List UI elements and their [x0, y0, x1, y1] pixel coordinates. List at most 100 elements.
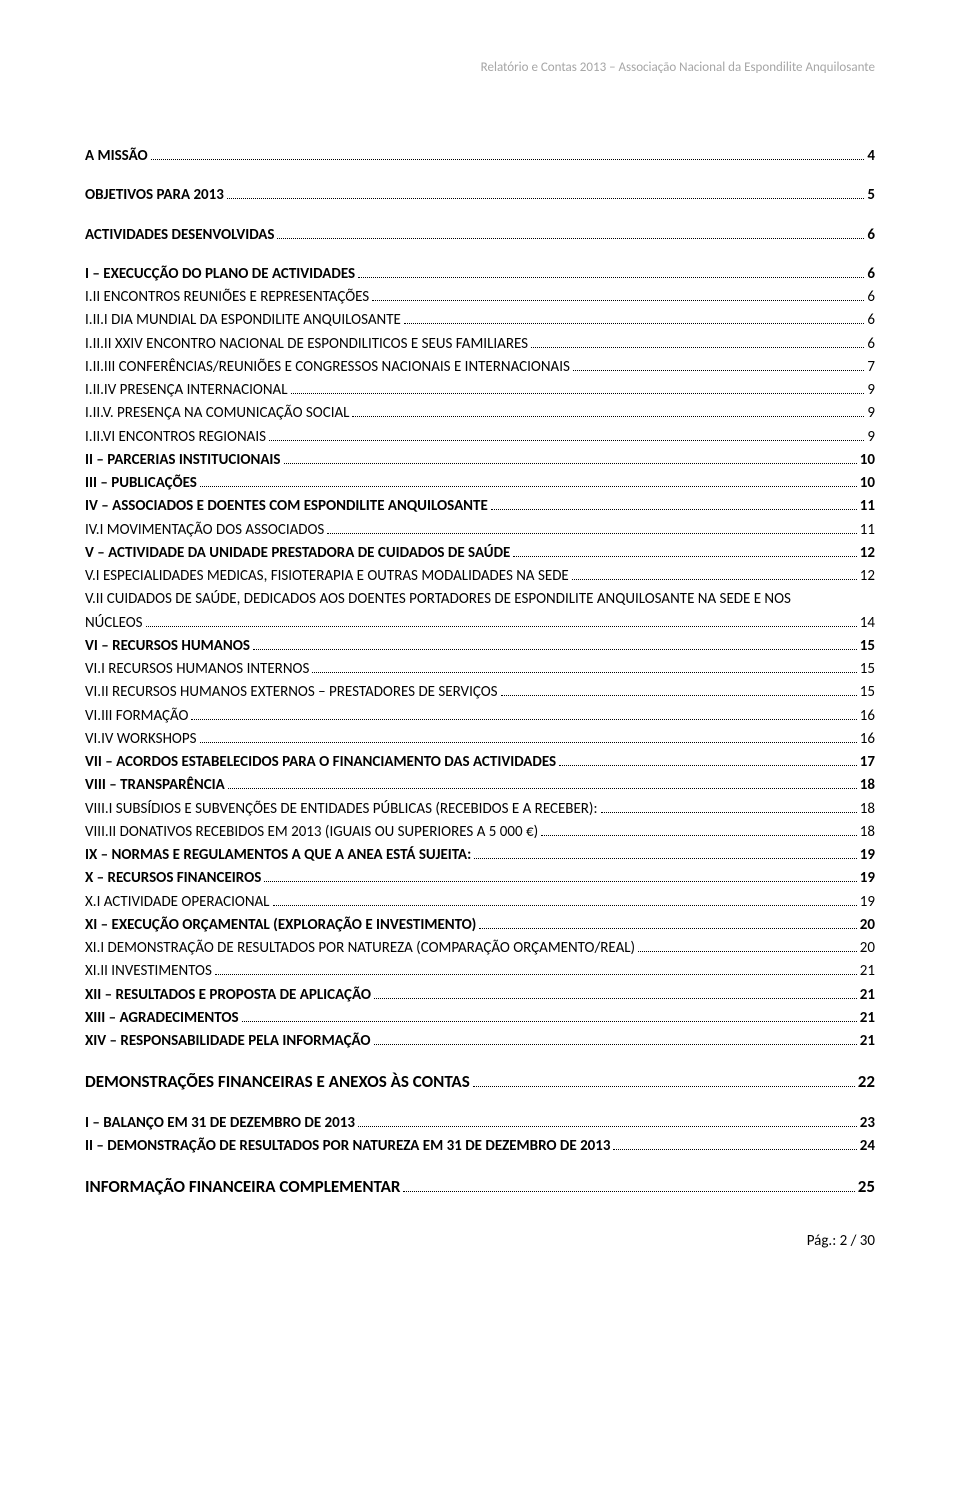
toc-label: XII – RESULTADOS E PROPOSTA DE APLICAÇÃO — [85, 984, 371, 1007]
table-of-contents: A MISSÃO 4 OBJETIVOS PARA 20135 ACTIVIDADES… — [85, 145, 875, 1200]
toc-leader — [541, 835, 857, 836]
toc-entry[interactable]: V.I ESPECIALIDADES MEDICAS, FISIOTERAPIA… — [85, 565, 875, 588]
toc-entry[interactable]: I – EXECUCÇÃO DO PLANO DE ACTIVIDADES6 — [85, 263, 875, 286]
toc-page: 16 — [860, 705, 875, 728]
toc-entry[interactable]: XIII – AGRADECIMENTOS21 — [85, 1007, 875, 1030]
toc-leader — [473, 1086, 855, 1087]
toc-entry[interactable]: III – PUBLICAÇÕES10 — [85, 472, 875, 495]
toc-entry[interactable]: IV.I MOVIMENTAÇÃO DOS ASSOCIADOS11 — [85, 519, 875, 542]
toc-page: 20 — [860, 914, 875, 937]
toc-entry[interactable]: VIII.I SUBSÍDIOS E SUBVENÇÕES DE ENTIDAD… — [85, 798, 875, 821]
toc-entry[interactable]: VIII.II DONATIVOS RECEBIDOS EM 2013 (IGU… — [85, 821, 875, 844]
toc-page: 4 — [867, 145, 875, 168]
toc-entry[interactable]: I.II.II XXIV ENCONTRO NACIONAL DE ESPOND… — [85, 333, 875, 356]
toc-leader — [227, 198, 865, 199]
toc-entry[interactable]: XI.II INVESTIMENTOS21 — [85, 960, 875, 983]
toc-page: 11 — [860, 519, 875, 542]
toc-leader — [327, 533, 856, 534]
toc-page: 7 — [867, 356, 875, 379]
toc-leader — [358, 277, 864, 278]
toc-leader — [269, 440, 864, 441]
toc-label: VI.I RECURSOS HUMANOS INTERNOS — [85, 658, 309, 681]
toc-leader — [474, 858, 857, 859]
toc-entry[interactable]: X – RECURSOS FINANCEIROS19 — [85, 867, 875, 890]
toc-entry[interactable]: VI – RECURSOS HUMANOS15 — [85, 635, 875, 658]
toc-label: V – ACTIVIDADE DA UNIDADE PRESTADORA DE … — [85, 542, 510, 565]
toc-label: V.II CUIDADOS DE SAÚDE, DEDICADOS AOS DO… — [85, 588, 875, 611]
toc-page: 18 — [860, 821, 875, 844]
toc-leader — [613, 1149, 856, 1150]
toc-entry[interactable]: VI.II RECURSOS HUMANOS EXTERNOS – PRESTA… — [85, 681, 875, 704]
toc-entry[interactable]: VI.IV WORKSHOPS16 — [85, 728, 875, 751]
toc-entry[interactable]: I – BALANÇO EM 31 DE DEZEMBRO DE 2013 23 — [85, 1112, 875, 1135]
toc-entry[interactable]: I.II ENCONTROS REUNIÕES E REPRESENTAÇÕES… — [85, 286, 875, 309]
toc-entry[interactable]: II – PARCERIAS INSTITUCIONAIS10 — [85, 449, 875, 472]
toc-entry[interactable]: V – ACTIVIDADE DA UNIDADE PRESTADORA DE … — [85, 542, 875, 565]
toc-page: 23 — [860, 1112, 875, 1135]
toc-leader — [513, 556, 856, 557]
toc-label: XIV – RESPONSABILIDADE PELA INFORMAÇÃO — [85, 1030, 371, 1053]
toc-entry[interactable]: DEMONSTRAÇÕES FINANCEIRAS E ANEXOS ÀS CO… — [85, 1069, 875, 1095]
toc-entry[interactable]: VI.III FORMAÇÃO16 — [85, 705, 875, 728]
toc-leader — [273, 905, 857, 906]
toc-leader — [601, 812, 857, 813]
toc-page: 6 — [867, 309, 875, 332]
toc-leader — [200, 486, 857, 487]
toc-label: I – BALANÇO EM 31 DE DEZEMBRO DE 2013 — [85, 1112, 355, 1135]
toc-label: I.II.IV PRESENÇA INTERNACIONAL — [85, 379, 288, 402]
toc-label: VIII.II DONATIVOS RECEBIDOS EM 2013 (IGU… — [85, 821, 538, 844]
toc-entry[interactable]: VII – ACORDOS ESTABELECIDOS PARA O FINAN… — [85, 751, 875, 774]
toc-page: 19 — [860, 891, 875, 914]
toc-entry[interactable]: XI.I DEMONSTRAÇÃO DE RESULTADOS POR NATU… — [85, 937, 875, 960]
toc-spacer — [85, 1096, 875, 1112]
toc-label: IX – NORMAS E REGULAMENTOS A QUE A ANEA … — [85, 844, 471, 867]
toc-leader — [374, 1044, 857, 1045]
toc-entry[interactable]: IX – NORMAS E REGULAMENTOS A QUE A ANEA … — [85, 844, 875, 867]
toc-label: NÚCLEOS — [85, 612, 143, 635]
toc-label: A MISSÃO — [85, 145, 148, 168]
toc-leader — [200, 742, 857, 743]
toc-page: 18 — [860, 774, 875, 797]
toc-entry[interactable]: IV – ASSOCIADOS E DOENTES COM ESPONDILIT… — [85, 495, 875, 518]
toc-entry[interactable]: A MISSÃO 4 — [85, 145, 875, 168]
toc-page: 15 — [860, 681, 875, 704]
toc-label: DEMONSTRAÇÕES FINANCEIRAS E ANEXOS ÀS CO… — [85, 1069, 470, 1095]
toc-entry[interactable]: I.II.IV PRESENÇA INTERNACIONAL9 — [85, 379, 875, 402]
toc-leader — [284, 463, 857, 464]
toc-label: X.I ACTIVIDADE OPERACIONAL — [85, 891, 270, 914]
toc-entry[interactable]: OBJETIVOS PARA 20135 — [85, 184, 875, 207]
toc-entry[interactable]: X.I ACTIVIDADE OPERACIONAL 19 — [85, 891, 875, 914]
toc-entry[interactable]: NÚCLEOS 14 — [85, 612, 875, 635]
toc-page: 18 — [860, 798, 875, 821]
toc-label: I.II.II XXIV ENCONTRO NACIONAL DE ESPOND… — [85, 333, 528, 356]
toc-leader — [374, 998, 857, 999]
toc-entry[interactable]: VIII – TRANSPARÊNCIA18 — [85, 774, 875, 797]
toc-entry[interactable]: XII – RESULTADOS E PROPOSTA DE APLICAÇÃO… — [85, 984, 875, 1007]
toc-entry[interactable]: I.II.VI ENCONTROS REGIONAIS9 — [85, 426, 875, 449]
toc-label: XI.I DEMONSTRAÇÃO DE RESULTADOS POR NATU… — [85, 937, 635, 960]
toc-page: 14 — [860, 612, 875, 635]
toc-entry[interactable]: XI – EXECUÇÃO ORÇAMENTAL (EXPLORAÇÃO E I… — [85, 914, 875, 937]
toc-entry[interactable]: II – DEMONSTRAÇÃO DE RESULTADOS POR NATU… — [85, 1135, 875, 1158]
toc-leader — [403, 1191, 854, 1192]
toc-entry[interactable]: VI.I RECURSOS HUMANOS INTERNOS15 — [85, 658, 875, 681]
toc-leader — [531, 347, 864, 348]
toc-entry[interactable]: ACTIVIDADES DESENVOLVIDAS6 — [85, 224, 875, 247]
toc-label: I.II.I DIA MUNDIAL DA ESPONDILITE ANQUIL… — [85, 309, 401, 332]
toc-entry[interactable]: INFORMAÇÃO FINANCEIRA COMPLEMENTAR25 — [85, 1174, 875, 1200]
toc-page: 6 — [867, 263, 875, 286]
toc-label: ACTIVIDADES DESENVOLVIDAS — [85, 224, 274, 247]
toc-page: 22 — [858, 1069, 875, 1095]
toc-leader — [491, 509, 857, 510]
toc-entry[interactable]: I.II.III CONFERÊNCIAS/REUNIÕES E CONGRES… — [85, 356, 875, 379]
toc-entry[interactable]: I.II.V. PRESENÇA NA COMUNICAÇÃO SOCIAL9 — [85, 402, 875, 425]
page-footer: Pág.: 2 / 30 — [85, 1232, 875, 1250]
toc-entry[interactable]: XIV – RESPONSABILIDADE PELA INFORMAÇÃO21 — [85, 1030, 875, 1053]
toc-leader — [404, 323, 865, 324]
toc-leader — [228, 788, 857, 789]
toc-entry[interactable]: I.II.I DIA MUNDIAL DA ESPONDILITE ANQUIL… — [85, 309, 875, 332]
toc-leader — [638, 951, 857, 952]
toc-label: III – PUBLICAÇÕES — [85, 472, 197, 495]
toc-label: IV – ASSOCIADOS E DOENTES COM ESPONDILIT… — [85, 495, 488, 518]
toc-leader — [352, 416, 864, 417]
